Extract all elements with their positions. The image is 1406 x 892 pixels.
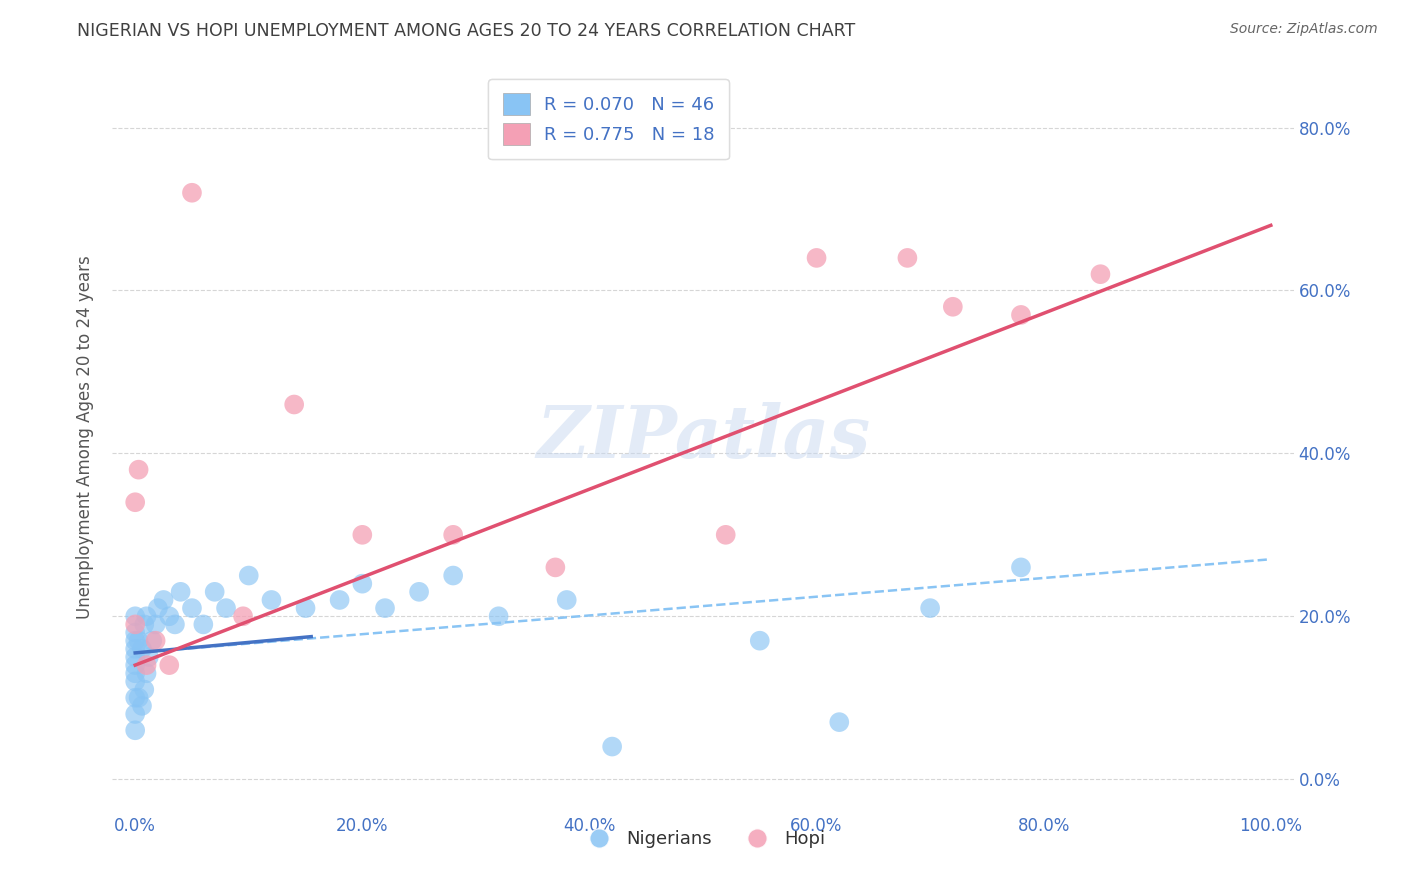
Point (152, 593, 174, 607)
Point (181, 186, 204, 200)
Point (600, 739, 623, 754)
Point (157, 609, 180, 624)
Point (555, 593, 578, 607)
Point (942, 300, 965, 314)
Point (131, 698, 153, 713)
Point (124, 625, 146, 640)
Point (124, 723, 146, 738)
Point (124, 706, 146, 721)
Point (124, 617, 146, 632)
Point (352, 528, 374, 542)
Point (124, 609, 146, 624)
Point (163, 617, 186, 632)
Text: ZIPatlas: ZIPatlas (536, 401, 870, 473)
Point (146, 601, 169, 615)
Text: Source: ZipAtlas.com: Source: ZipAtlas.com (1230, 22, 1378, 37)
Point (441, 568, 464, 582)
Point (135, 666, 157, 681)
Point (124, 641, 146, 656)
Point (124, 674, 146, 689)
Point (128, 463, 150, 477)
Point (193, 617, 215, 632)
Point (169, 584, 191, 599)
Point (131, 641, 153, 656)
Point (204, 584, 226, 599)
Point (806, 251, 828, 265)
Point (134, 617, 156, 632)
Point (134, 682, 156, 697)
Point (441, 528, 464, 542)
Point (135, 609, 157, 624)
Point (283, 397, 305, 411)
Point (408, 584, 430, 599)
Point (232, 609, 254, 624)
Point (896, 251, 918, 265)
Point (544, 560, 567, 574)
Point (138, 650, 160, 665)
Point (294, 601, 316, 615)
Point (714, 528, 737, 542)
Y-axis label: Unemployment Among Ages 20 to 24 years: Unemployment Among Ages 20 to 24 years (76, 255, 94, 619)
Point (238, 568, 260, 582)
Point (748, 633, 770, 648)
Point (145, 617, 167, 632)
Point (128, 690, 150, 705)
Text: NIGERIAN VS HOPI UNEMPLOYMENT AMONG AGES 20 TO 24 YEARS CORRELATION CHART: NIGERIAN VS HOPI UNEMPLOYMENT AMONG AGES… (77, 22, 856, 40)
Point (1010, 308, 1032, 322)
Point (329, 593, 352, 607)
Point (141, 633, 163, 648)
Point (1090, 267, 1112, 281)
Point (215, 601, 238, 615)
Point (1010, 560, 1032, 574)
Point (135, 658, 157, 673)
Legend: Nigerians, Hopi: Nigerians, Hopi (574, 822, 832, 855)
Point (181, 601, 204, 615)
Point (488, 609, 510, 624)
Point (157, 658, 180, 673)
Point (828, 715, 851, 730)
Point (374, 601, 396, 615)
Point (124, 690, 146, 705)
Point (124, 495, 146, 509)
Point (124, 633, 146, 648)
Point (124, 650, 146, 665)
Point (145, 633, 167, 648)
Point (124, 666, 146, 681)
Point (352, 576, 374, 591)
Point (260, 593, 283, 607)
Point (124, 658, 146, 673)
Point (128, 633, 150, 648)
Point (920, 601, 942, 615)
